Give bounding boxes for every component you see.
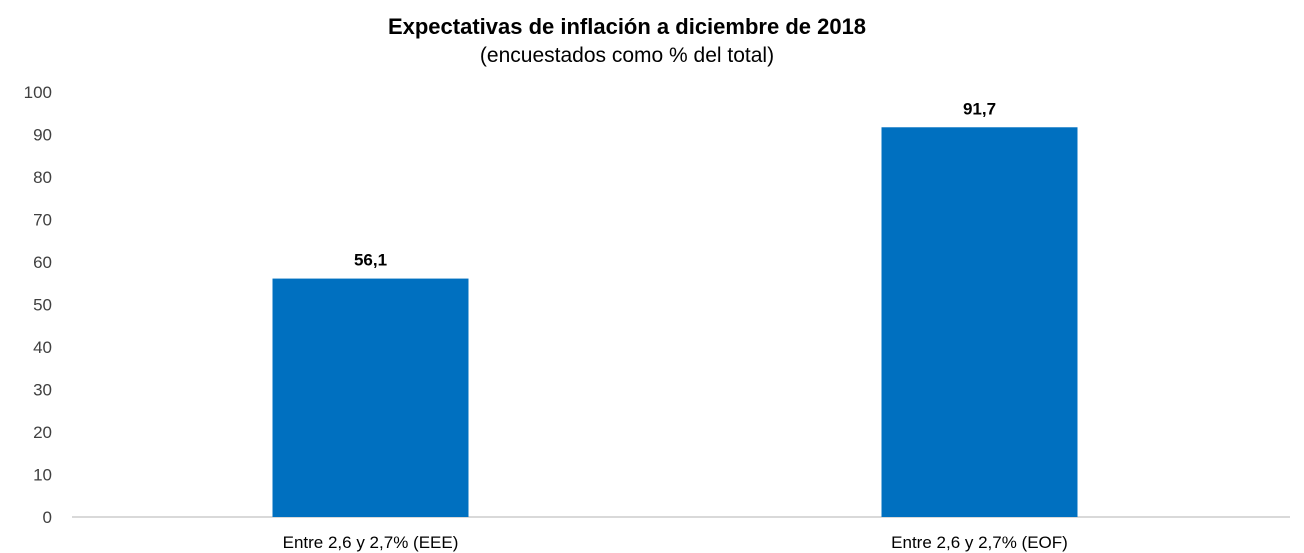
chart-title: Expectativas de inflación a diciembre de… xyxy=(387,14,867,39)
y-tick-label: 60 xyxy=(33,253,52,272)
bar xyxy=(272,278,469,517)
y-tick-label: 30 xyxy=(33,381,52,400)
data-label: 56,1 xyxy=(354,251,387,270)
y-tick-label: 50 xyxy=(33,296,52,315)
chart-subtitle: (encuestados como % del total) xyxy=(479,44,775,67)
y-tick-label: 90 xyxy=(33,126,52,145)
x-category-label: Entre 2,6 y 2,7% (EEE) xyxy=(283,533,459,552)
y-tick-label: 20 xyxy=(33,423,52,442)
bar xyxy=(881,127,1078,518)
y-tick-label: 0 xyxy=(43,508,52,527)
data-label: 91,7 xyxy=(963,99,996,118)
y-tick-label: 10 xyxy=(33,466,52,485)
y-tick-label: 40 xyxy=(33,338,52,357)
y-tick-label: 80 xyxy=(33,168,52,187)
y-tick-label: 70 xyxy=(33,211,52,230)
x-category-label: Entre 2,6 y 2,7% (EOF) xyxy=(891,533,1068,552)
y-tick-label: 100 xyxy=(24,83,52,102)
